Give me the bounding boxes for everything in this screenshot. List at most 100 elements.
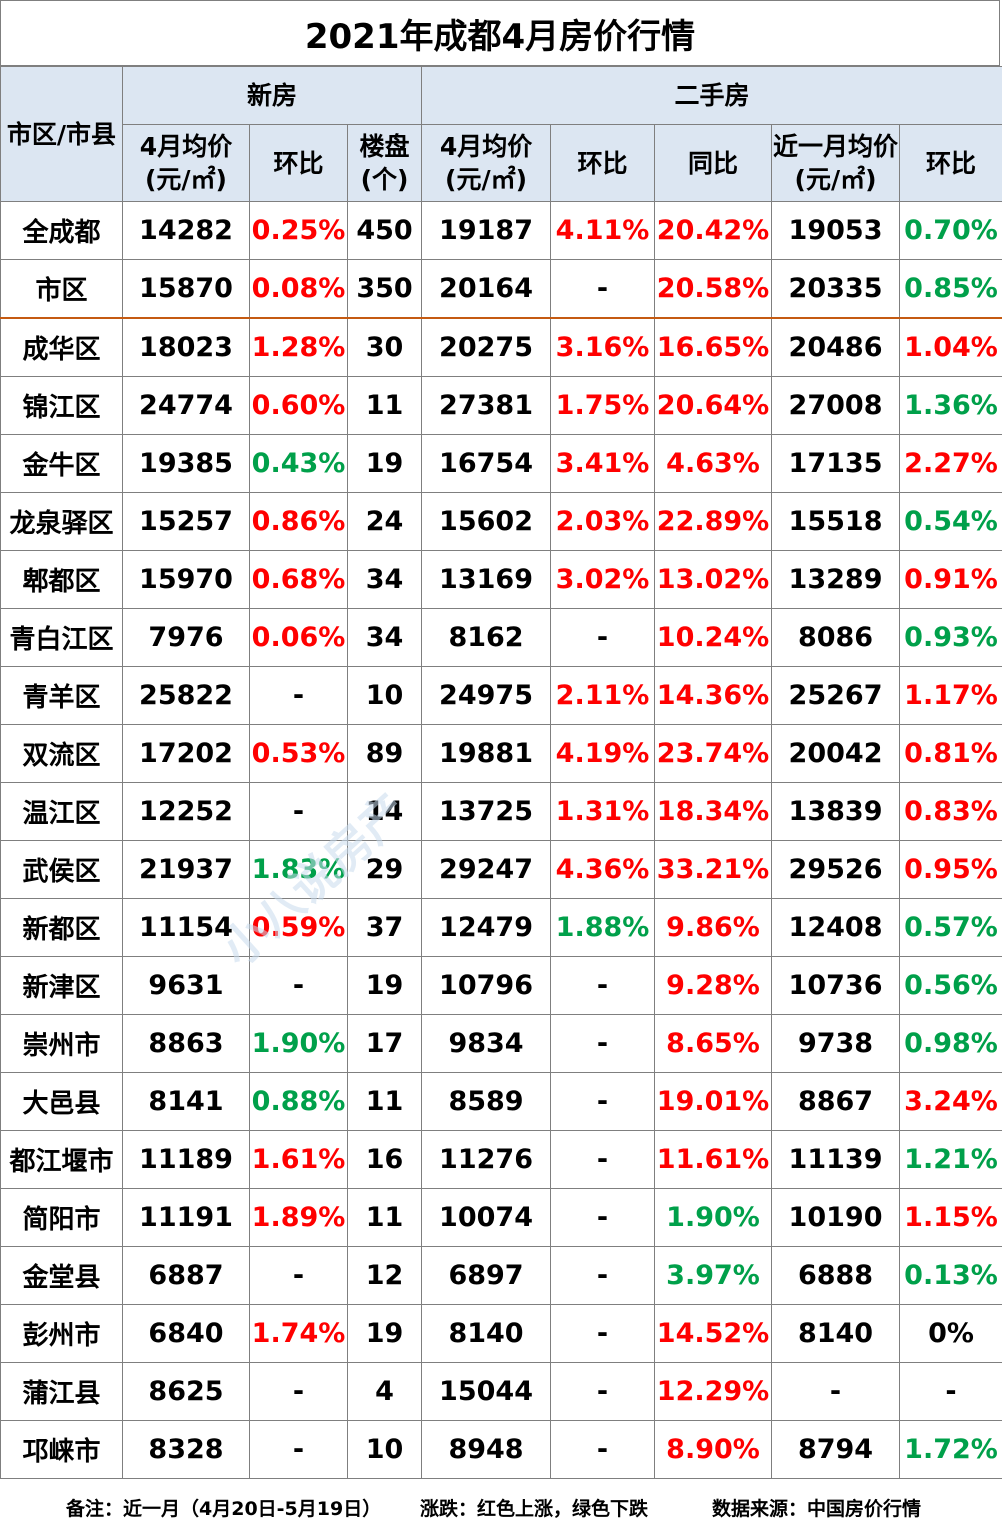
cell-recent-price: 12408 <box>771 898 901 957</box>
cell-recent-mom: 0.81% <box>899 724 1002 783</box>
cell-new-price: 15870 <box>122 259 250 319</box>
cell-recent-price: - <box>771 1362 901 1421</box>
cell-area: 都江堰市 <box>0 1130 123 1189</box>
cell-projects: 19 <box>346 956 423 1015</box>
cell-sh-yoy: 13.02% <box>654 550 773 609</box>
cell-area: 金堂县 <box>0 1246 123 1305</box>
cell-area: 锦江区 <box>0 376 123 435</box>
cell-new-price: 8625 <box>122 1362 250 1421</box>
cell-sh-price: 20275 <box>421 317 552 377</box>
cell-area: 新津区 <box>0 956 123 1015</box>
table-row: 市区 15870 0.08% 350 20164-20.58% 20335 0.85% <box>0 259 1002 319</box>
cell-recent-mom: 1.04% <box>899 317 1002 377</box>
cell-sh-yoy: 3.97% <box>654 1246 773 1305</box>
header-new-price: 4月均价(元/㎡) <box>122 124 250 202</box>
cell-new-mom: 0.06% <box>249 608 348 667</box>
table-row: 锦江区 24774 0.60% 11 27381 1.75% 20.64% 27008 1.36… <box>0 376 1002 435</box>
cell-recent-price: 9738 <box>771 1014 901 1073</box>
cell-recent-mom: 3.24% <box>899 1072 1002 1131</box>
cell-recent-price: 10190 <box>771 1188 901 1247</box>
cell-sh-mom: 3.41% <box>550 434 656 493</box>
header-recent-mom: 环比 <box>899 124 1002 202</box>
cell-area: 大邑县 <box>0 1072 123 1131</box>
cell-projects: 350 <box>346 259 423 319</box>
header-new-mom: 环比 <box>249 124 348 202</box>
table-header: 市区/市县 新房 二手房 4月均价(元/㎡) 环比 楼盘(个) 4月均价(元/㎡… <box>0 66 1002 202</box>
cell-recent-mom: 0.56% <box>899 956 1002 1015</box>
cell-sh-mom: - <box>550 259 656 319</box>
cell-new-price: 21937 <box>122 840 250 899</box>
header-sh-mom: 环比 <box>550 124 656 202</box>
cell-sh-mom: - <box>550 608 656 667</box>
cell-recent-price: 6888 <box>771 1246 901 1305</box>
cell-new-mom: - <box>249 1420 348 1479</box>
cell-recent-price: 17135 <box>771 434 901 493</box>
cell-sh-price: 13725 <box>421 782 552 841</box>
table-row: 武侯区 21937 1.83% 29 29247 4.36% 33.21% 29526 0.95… <box>0 840 1002 899</box>
cell-area: 温江区 <box>0 782 123 841</box>
cell-new-price: 19385 <box>122 434 250 493</box>
table-row: 彭州市 6840 1.74% 19 8140-14.52% 8140 0% <box>0 1304 1002 1363</box>
cell-sh-yoy: 1.90% <box>654 1188 773 1247</box>
cell-projects: 19 <box>346 434 423 493</box>
cell-projects: 29 <box>346 840 423 899</box>
cell-sh-mom: - <box>550 1072 656 1131</box>
cell-projects: 10 <box>346 1420 423 1479</box>
table-row: 简阳市 11191 1.89% 11 10074-1.90% 10190 1.15% <box>0 1188 1002 1247</box>
cell-new-mom: 0.86% <box>249 492 348 551</box>
cell-area: 全成都 <box>0 201 123 260</box>
header-second-hand: 二手房 <box>421 66 1002 125</box>
table-row: 邛崃市 8328-10 8948-8.90% 8794 1.72% <box>0 1420 1002 1479</box>
cell-sh-yoy: 12.29% <box>654 1362 773 1421</box>
cell-area: 彭州市 <box>0 1304 123 1363</box>
cell-sh-yoy: 11.61% <box>654 1130 773 1189</box>
cell-recent-mom: 1.36% <box>899 376 1002 435</box>
cell-projects: 12 <box>346 1246 423 1305</box>
cell-recent-price: 15518 <box>771 492 901 551</box>
cell-new-price: 8141 <box>122 1072 250 1131</box>
header-sh-yoy: 同比 <box>654 124 773 202</box>
cell-projects: 4 <box>346 1362 423 1421</box>
header-sh-price: 4月均价(元/㎡) <box>421 124 552 202</box>
header-district: 市区/市县 <box>0 66 123 202</box>
cell-new-price: 11191 <box>122 1188 250 1247</box>
cell-sh-price: 10796 <box>421 956 552 1015</box>
cell-recent-price: 8867 <box>771 1072 901 1131</box>
cell-new-price: 17202 <box>122 724 250 783</box>
cell-sh-yoy: 8.65% <box>654 1014 773 1073</box>
cell-sh-price: 20164 <box>421 259 552 319</box>
cell-sh-mom: - <box>550 1130 656 1189</box>
cell-new-price: 14282 <box>122 201 250 260</box>
cell-sh-price: 10074 <box>421 1188 552 1247</box>
cell-new-mom: 1.90% <box>249 1014 348 1073</box>
cell-sh-mom: 1.31% <box>550 782 656 841</box>
cell-sh-price: 11276 <box>421 1130 552 1189</box>
cell-new-price: 15970 <box>122 550 250 609</box>
cell-new-mom: 0.68% <box>249 550 348 609</box>
cell-new-price: 18023 <box>122 317 250 377</box>
cell-new-price: 25822 <box>122 666 250 725</box>
header-new-house: 新房 <box>121 66 423 125</box>
cell-sh-mom: - <box>550 1014 656 1073</box>
sheet-title: 2021年成都4月房价行情 <box>0 0 1000 66</box>
cell-recent-price: 29526 <box>771 840 901 899</box>
table-row: 大邑县 8141 0.88% 11 8589-19.01% 8867 3.24% <box>0 1072 1002 1131</box>
cell-sh-price: 8162 <box>421 608 552 667</box>
cell-sh-yoy: 16.65% <box>654 317 773 377</box>
cell-sh-mom: 2.03% <box>550 492 656 551</box>
cell-new-price: 7976 <box>122 608 250 667</box>
cell-new-price: 12252 <box>122 782 250 841</box>
cell-new-mom: - <box>249 1246 348 1305</box>
cell-projects: 16 <box>346 1130 423 1189</box>
cell-recent-mom: 0.95% <box>899 840 1002 899</box>
cell-new-price: 8328 <box>122 1420 250 1479</box>
cell-projects: 450 <box>346 201 423 260</box>
cell-new-mom: - <box>249 1362 348 1421</box>
cell-sh-price: 9834 <box>421 1014 552 1073</box>
cell-recent-mom: 2.27% <box>899 434 1002 493</box>
cell-sh-price: 13169 <box>421 550 552 609</box>
cell-recent-price: 13839 <box>771 782 901 841</box>
table-row: 新都区 11154 0.59% 37 12479 1.88% 9.86% 12408 0.57% <box>0 898 1002 957</box>
cell-sh-mom: - <box>550 1188 656 1247</box>
